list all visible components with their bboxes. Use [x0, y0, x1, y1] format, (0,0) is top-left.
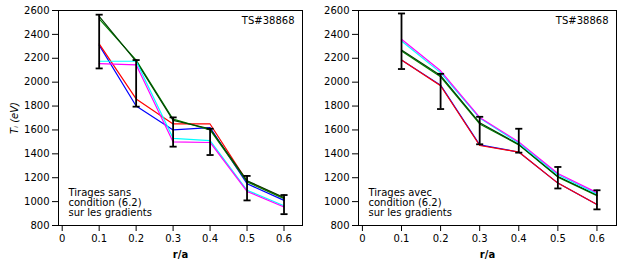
- svg-text:0: 0: [359, 233, 365, 244]
- svg-text:0.3: 0.3: [472, 233, 488, 244]
- svg-text:800: 800: [30, 220, 49, 231]
- svg-text:2400: 2400: [24, 29, 49, 40]
- svg-text:2200: 2200: [324, 52, 349, 63]
- svg-text:0.3: 0.3: [165, 233, 181, 244]
- svg-text:1600: 1600: [24, 124, 49, 135]
- svg-text:1000: 1000: [324, 196, 349, 207]
- svg-text:r/a: r/a: [173, 249, 188, 260]
- svg-text:Tᵢ (eV): Tᵢ (eV): [9, 102, 20, 134]
- svg-text:0.1: 0.1: [91, 233, 107, 244]
- svg-text:2000: 2000: [24, 76, 49, 87]
- svg-text:1400: 1400: [24, 148, 49, 159]
- svg-text:1000: 1000: [24, 196, 49, 207]
- svg-text:1800: 1800: [24, 100, 49, 111]
- svg-text:Tirages sanscondition (6.2)sur: Tirages sanscondition (6.2)sur les gradi…: [68, 187, 153, 218]
- svg-text:TS#38868: TS#38868: [241, 15, 295, 26]
- svg-text:2200: 2200: [24, 52, 49, 63]
- svg-text:2600: 2600: [324, 5, 349, 16]
- svg-text:0.1: 0.1: [394, 233, 410, 244]
- svg-text:TS#38868: TS#38868: [555, 15, 609, 26]
- svg-text:0.5: 0.5: [550, 233, 566, 244]
- svg-text:2600: 2600: [24, 5, 49, 16]
- svg-text:0.4: 0.4: [202, 233, 218, 244]
- svg-text:1400: 1400: [324, 148, 349, 159]
- svg-text:0.2: 0.2: [433, 233, 449, 244]
- svg-text:r/a: r/a: [480, 249, 495, 260]
- svg-text:1600: 1600: [324, 124, 349, 135]
- svg-text:0.4: 0.4: [511, 233, 527, 244]
- svg-text:0.6: 0.6: [276, 233, 292, 244]
- svg-text:0.5: 0.5: [239, 233, 255, 244]
- svg-text:2400: 2400: [324, 29, 349, 40]
- svg-text:0: 0: [59, 233, 65, 244]
- svg-text:1200: 1200: [24, 172, 49, 183]
- svg-text:0.2: 0.2: [128, 233, 144, 244]
- svg-text:800: 800: [330, 220, 349, 231]
- svg-text:2000: 2000: [324, 76, 349, 87]
- svg-text:0.6: 0.6: [589, 233, 605, 244]
- svg-text:1800: 1800: [324, 100, 349, 111]
- svg-text:Tirages aveccondition (6.2)sur: Tirages aveccondition (6.2)sur les gradi…: [368, 187, 453, 218]
- svg-text:1200: 1200: [324, 172, 349, 183]
